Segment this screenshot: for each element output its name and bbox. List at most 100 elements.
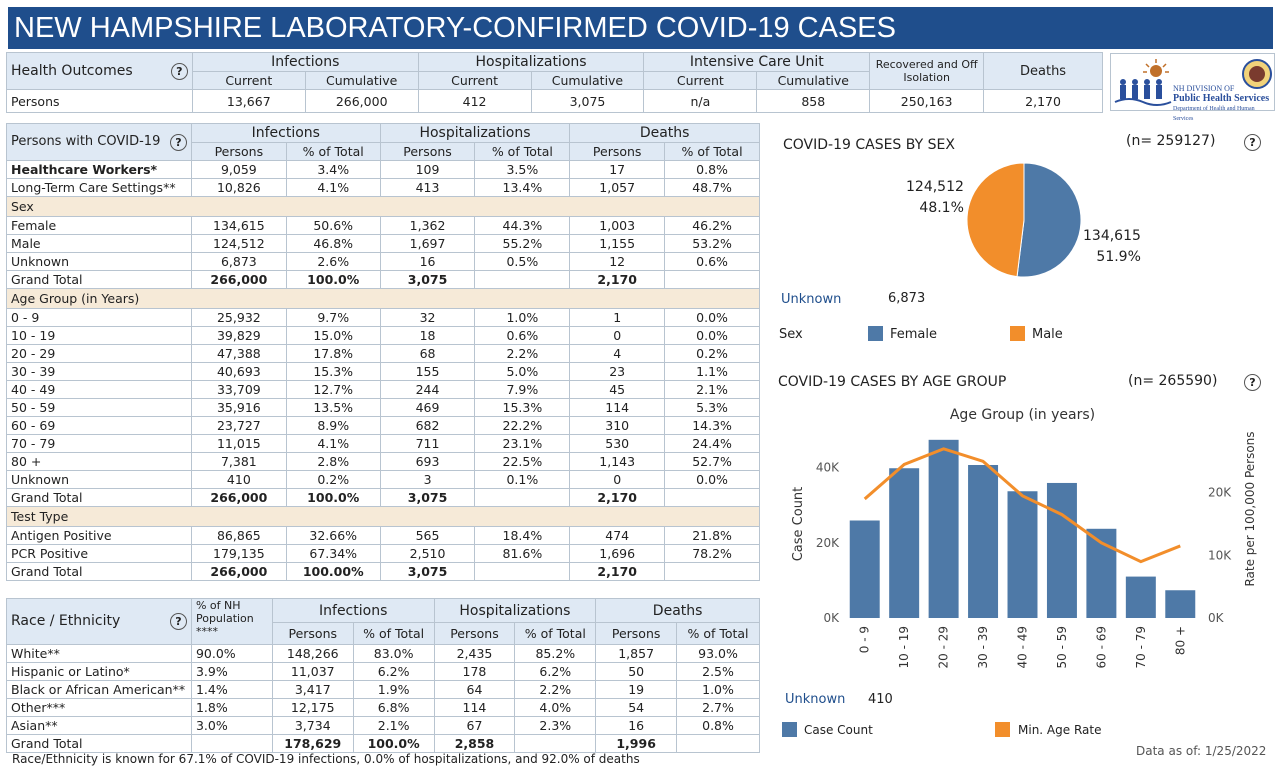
age-bar-4[interactable]	[1007, 491, 1038, 618]
table-row: 50 - 59 35,916 13.5% 469 15.3% 114 5.3%	[6, 398, 760, 417]
table-cell: 13.5%	[285, 398, 381, 417]
race-table-title: Race / Ethnicity	[11, 613, 121, 629]
female-legend-swatch	[868, 326, 883, 341]
x-tick-label: 0 - 9	[858, 626, 872, 653]
data-as-of: Data as of: 1/25/2022	[1136, 744, 1267, 758]
table-cell: 23.1%	[474, 434, 571, 453]
row-label: Long-Term Care Settings**	[6, 178, 192, 197]
table-cell: 1	[569, 308, 666, 327]
table-cell: 1.4%	[190, 680, 273, 699]
table-cell: 18	[379, 326, 476, 345]
table-cell: 14.3%	[664, 416, 760, 435]
help-icon[interactable]: ?	[1244, 134, 1261, 151]
sex-pie-chart[interactable]	[960, 158, 1090, 284]
help-icon[interactable]: ?	[169, 613, 187, 630]
y-right-tick-label: 10K	[1208, 548, 1232, 562]
table-cell: 100.00%	[285, 562, 381, 581]
age-rate-line[interactable]	[863, 447, 1181, 564]
x-tick-label: 20 - 29	[937, 626, 951, 669]
health-outcomes-table: Health Outcomes ? Infections Hospitaliza…	[6, 52, 1103, 113]
help-icon[interactable]: ?	[170, 62, 188, 80]
table-cell: 109	[379, 160, 476, 179]
infections-group-header: Infections	[190, 123, 381, 143]
y-left-tick-label: 0K	[823, 611, 840, 625]
row-label: 30 - 39	[6, 362, 192, 381]
pie-slice-male[interactable]	[966, 162, 1025, 278]
female-pie-label: 134,615 51.9%	[1083, 226, 1141, 268]
table-cell: 6.2%	[514, 662, 597, 681]
col-header: Persons	[379, 142, 476, 161]
nh-dphs-logo: NH DIVISION OF Public Health Services De…	[1110, 53, 1275, 122]
race-ethnicity-table: Race / Ethnicity ? % of NH Population **…	[6, 598, 760, 753]
row-label: Black or African American**	[6, 680, 192, 699]
table-cell: 18.4%	[474, 526, 571, 545]
logo-text-line: Department of Health and Human Services	[1173, 106, 1255, 122]
table-cell: 50.6%	[285, 216, 381, 235]
age-unknown-label: Unknown	[785, 692, 846, 707]
table-cell: 7,381	[190, 452, 287, 471]
table-row: 60 - 69 23,727 8.9% 682 22.2% 310 14.3%	[6, 416, 760, 435]
table-cell: 410	[190, 470, 287, 489]
table-cell: 8.9%	[285, 416, 381, 435]
y-left-axis-label: Case Count	[791, 487, 806, 562]
female-value: 134,615	[1083, 228, 1141, 244]
table-row: 30 - 39 40,693 15.3% 155 5.0% 23 1.1%	[6, 362, 760, 381]
section-title: Age Group (in Years)	[6, 288, 760, 309]
table-cell: 2.7%	[676, 698, 760, 717]
table-row: Hispanic or Latino* 3.9% 11,037 6.2% 178 6.2%…	[6, 662, 760, 681]
table-cell: 12.7%	[285, 380, 381, 399]
table-row: Grand Total 266,000 100.00% 3,075 2,170	[6, 562, 760, 581]
table-cell: 78.2%	[664, 544, 760, 563]
table-cell: 6.2%	[352, 662, 435, 681]
table-cell: 46.2%	[664, 216, 760, 235]
table-cell: 17	[569, 160, 666, 179]
table-cell: 0	[569, 470, 666, 489]
age-bar-3[interactable]	[968, 464, 999, 618]
table-cell: 33,709	[190, 380, 287, 399]
row-label: 40 - 49	[6, 380, 192, 399]
table-cell: 266,000	[190, 270, 287, 289]
age-bar-1[interactable]	[889, 468, 920, 618]
age-rate-legend-label: Min. Age Rate	[1018, 723, 1102, 737]
help-icon[interactable]: ?	[169, 133, 187, 151]
table-cell: 0.0%	[664, 308, 760, 327]
col-header: % of Total	[474, 142, 571, 161]
table-cell	[474, 270, 571, 289]
table-cell: 2.8%	[285, 452, 381, 471]
table-cell: 711	[379, 434, 476, 453]
row-label: Grand Total	[6, 562, 192, 581]
deaths-header: Deaths	[983, 52, 1103, 90]
table-cell: 16	[595, 716, 678, 735]
table-cell: 134,615	[190, 216, 287, 235]
table-cell: 4.1%	[285, 434, 381, 453]
age-bar-7[interactable]	[1125, 576, 1156, 618]
row-label: 70 - 79	[6, 434, 192, 453]
table-cell: 3,075	[379, 270, 476, 289]
row-label: Female	[6, 216, 192, 235]
table-cell: 67.34%	[285, 544, 381, 563]
pie-slice-female[interactable]	[1016, 162, 1082, 278]
table-cell: 100.0%	[285, 488, 381, 507]
age-bar-5[interactable]	[1046, 482, 1077, 618]
age-bar-8[interactable]	[1165, 590, 1196, 618]
y-right-axis-label: Rate per 100,000 Persons	[1243, 431, 1257, 586]
table-row: White** 90.0% 148,266 83.0% 2,435 85.2% 1,857 9…	[6, 644, 760, 663]
section-header-row: Test Type	[6, 506, 760, 527]
persons-with-covid-table: Persons with COVID-19 ? Infections Hospi…	[6, 123, 760, 581]
age-bar-0[interactable]	[849, 520, 880, 618]
age-bar-2[interactable]	[928, 439, 959, 618]
icu-group-header: Intensive Care Unit	[643, 52, 871, 72]
help-icon[interactable]: ?	[1244, 374, 1261, 391]
table-cell: 5.3%	[664, 398, 760, 417]
table-cell: 16	[379, 252, 476, 271]
row-label: Hispanic or Latino*	[6, 662, 192, 681]
col-header: Persons	[190, 142, 287, 161]
age-group-chart[interactable]: Age Group (in years) 0K 20K 40K 0K 10K 20K Case…	[780, 400, 1275, 685]
table-cell: 1,057	[569, 178, 666, 197]
male-legend-swatch	[1010, 326, 1025, 341]
table-cell: 13,667	[191, 89, 306, 113]
table-cell: 81.6%	[474, 544, 571, 563]
table-row: Grand Total 178,629 100.0% 2,858 1,996	[6, 734, 760, 753]
table-cell: 32	[379, 308, 476, 327]
table-cell: 4.1%	[285, 178, 381, 197]
